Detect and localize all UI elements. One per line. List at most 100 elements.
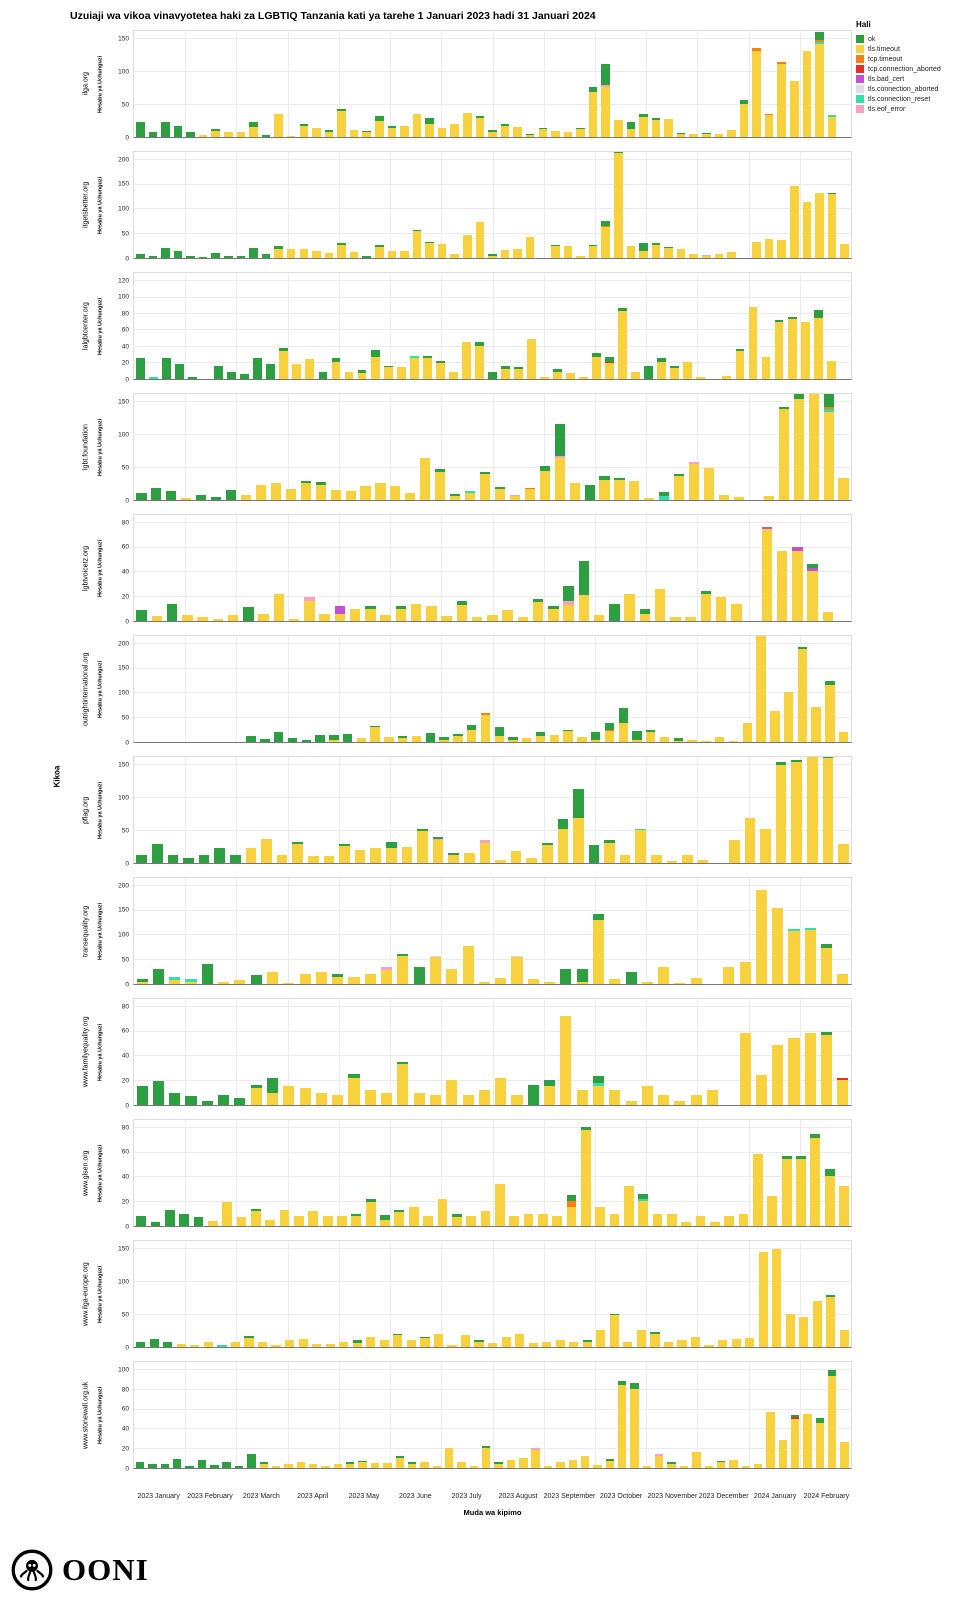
bar-segment-tls.timeout <box>631 372 641 379</box>
stacked-bar <box>739 961 751 984</box>
stacked-bar <box>270 483 281 500</box>
stacked-bar <box>682 855 693 863</box>
bar-slot <box>228 757 244 863</box>
y-tick-label: 50 <box>121 956 129 964</box>
stacked-bar <box>839 1330 849 1347</box>
bar-segment-tls.timeout <box>374 247 384 258</box>
stacked-bar <box>136 609 147 621</box>
stacked-bar <box>613 120 623 137</box>
stacked-bar <box>659 737 670 742</box>
bar-slot <box>448 152 461 258</box>
bar-segment-tls.timeout <box>349 252 359 258</box>
bar-slot <box>826 1362 838 1468</box>
bar-segment-tls.timeout <box>451 1217 462 1226</box>
bar-slot <box>612 152 625 258</box>
stacked-bar <box>733 496 745 500</box>
bar-slot <box>232 878 248 984</box>
bar-slot <box>689 1241 703 1347</box>
bar-slot <box>777 1362 789 1468</box>
stacked-bar <box>676 249 686 258</box>
x-axis-month-label: 2023 December <box>698 1493 749 1500</box>
v-gridline <box>287 1241 289 1347</box>
stacked-bar <box>462 1095 474 1105</box>
stacked-bar <box>655 1454 664 1468</box>
bar-slot <box>551 273 564 379</box>
bar-segment-ok <box>407 1462 417 1465</box>
bar-segment-tls.timeout <box>563 731 573 742</box>
bar-slot <box>317 515 332 621</box>
stacked-bar <box>150 1222 161 1226</box>
bar-segment-tls.timeout <box>337 1216 347 1226</box>
bar-segment-tls.timeout <box>420 1338 430 1347</box>
y-tick-label: 200 <box>118 640 129 648</box>
chart-panel-lgbt.foundation: lgbt.foundation Hesabu ya Uchunguzi 0 50 100… <box>78 393 852 505</box>
bar-segment-tls.timeout <box>752 241 761 258</box>
stacked-bar <box>330 490 341 500</box>
stacked-bar <box>815 1418 825 1468</box>
bar-slot <box>473 273 486 379</box>
bar-segment-tls.timeout <box>674 476 685 500</box>
bar-segment-tls.timeout <box>358 1462 367 1468</box>
bar-slot <box>306 757 322 863</box>
stacked-bar <box>763 496 774 500</box>
bar-segment-tls.timeout <box>724 1216 735 1226</box>
bar-slot <box>486 152 499 258</box>
bar-segment-tls.timeout <box>560 1015 572 1105</box>
stacked-bar <box>305 359 315 379</box>
stacked-bar <box>381 1092 393 1105</box>
bar-slot <box>363 515 378 621</box>
bar-slot <box>753 878 769 984</box>
panel-ylabel: Hesabu ya Uchunguzi <box>97 1386 104 1444</box>
v-gridline <box>185 273 187 379</box>
stacked-bar <box>351 1213 362 1226</box>
bar-segment-ok <box>625 971 637 984</box>
bar-segment-tls.timeout <box>626 129 636 137</box>
bar-segment-ok <box>210 1465 219 1468</box>
x-axis-month-label: 2023 April <box>297 1493 329 1500</box>
bar-segment-tls.timeout <box>224 132 233 137</box>
stacked-bar <box>826 1295 836 1347</box>
bar-slot <box>134 636 148 742</box>
bar-slot <box>616 273 629 379</box>
stacked-bar <box>525 236 535 258</box>
bar-slot <box>320 1120 334 1226</box>
bar-segment-tls.timeout <box>537 1213 548 1226</box>
stacked-bar <box>136 1341 146 1347</box>
bar-segment-ok <box>358 1461 367 1463</box>
y-tick-label: 150 <box>118 180 129 188</box>
bar-segment-tls.timeout <box>618 311 628 379</box>
bar-segment-tls.timeout <box>796 1158 806 1226</box>
stacked-bar <box>811 707 821 742</box>
bar-slot <box>524 757 540 863</box>
bar-segment-ok <box>362 131 371 133</box>
v-gridline <box>799 999 801 1105</box>
bar-segment-ok <box>224 256 233 258</box>
bar-slot <box>577 273 590 379</box>
stacked-bar <box>509 494 520 500</box>
stacked-bar <box>236 1217 247 1226</box>
bar-slot <box>599 152 612 258</box>
y-tick-label: 200 <box>118 156 129 164</box>
stacked-bar <box>635 828 647 863</box>
bar-slot <box>164 394 179 500</box>
v-gridline <box>236 394 238 500</box>
bar-slot <box>292 1120 306 1226</box>
bar-segment-ok <box>702 133 711 135</box>
panel-y-ticks: 0 20 40 60 80 100 <box>107 1361 133 1472</box>
bar-segment-tls.timeout <box>396 366 406 379</box>
v-gridline <box>697 1362 699 1468</box>
bar-segment-tls.timeout <box>692 1452 701 1468</box>
stacked-bar <box>271 1345 281 1347</box>
stacked-bar <box>510 851 522 863</box>
stacked-bar <box>651 855 662 863</box>
bar-slot <box>623 878 639 984</box>
chart-panel-www.glsen.org: www.glsen.org Hesabu ya Uchunguzi 0 20 40 60 8… <box>78 1119 852 1231</box>
v-gridline <box>287 152 289 258</box>
bar-segment-ok <box>651 243 661 245</box>
bar-segment-tls.timeout <box>332 976 344 984</box>
stacked-bar <box>299 1087 311 1105</box>
bar-slot <box>625 31 638 137</box>
stacked-bar <box>349 608 361 621</box>
stacked-bar <box>791 759 803 863</box>
stacked-bar <box>641 981 653 984</box>
